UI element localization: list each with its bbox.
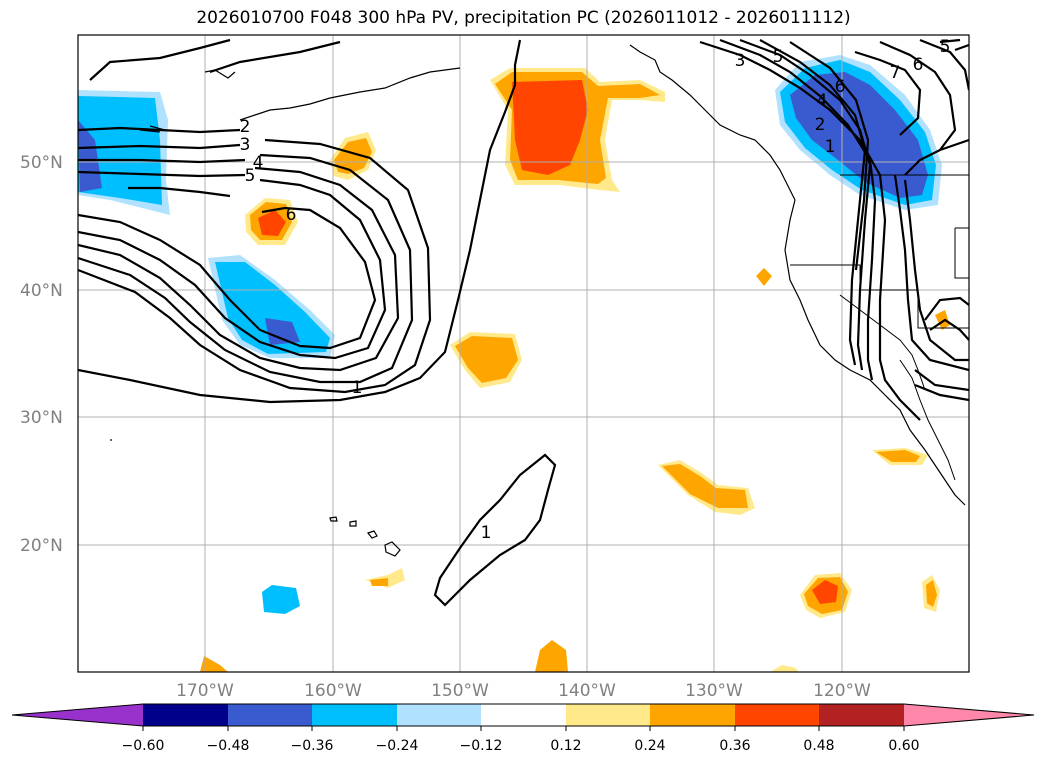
lon-label-130w: 130°W [685,681,743,701]
colorbar-tick-label: 0.60 [888,738,919,754]
contour-label: 5 [940,37,951,57]
precip-negative-core [78,120,102,192]
colorbar-segment [143,704,228,726]
colorbar-tick-label: −0.24 [376,738,419,754]
lat-label-50n: 50°N [20,153,63,173]
map-frame [77,34,970,673]
precip-positive-small [935,310,950,330]
colorbar-tick-label: 0.36 [719,738,750,754]
lon-label-120w: 120°W [813,681,871,701]
colorbar-tick-label: −0.48 [207,738,250,754]
colorbar: −0.60 −0.48 −0.36 −0.24 −0.12 0.12 0.24 … [11,703,1035,754]
colorbar-segment [566,704,650,726]
precip-positive-core [258,210,286,236]
pv-contour-labels: 2 3 4 5 6 1 1 3 5 4 2 1 6 7 6 5 [240,37,951,543]
precip-positive-small [200,656,228,672]
precip-positive-small [876,450,920,462]
precipitation-shading [78,55,950,672]
pv-contours [78,38,969,607]
precip-negative-small [262,585,300,614]
colorbar-extend-low [12,704,143,726]
lon-label-170w: 170°W [176,681,234,701]
colorbar-tick-label: 0.24 [634,738,665,754]
contour-label: 6 [835,77,846,97]
colorbar-segment [228,704,312,726]
precip-positive-small [662,464,748,508]
precip-positive-core [512,80,588,175]
precip-positive-small [535,640,568,672]
contour-label: 3 [735,51,746,71]
precip-positive-small [770,665,798,672]
lat-label-20n: 20°N [20,536,63,556]
latitude-labels: 50°N 40°N 30°N 20°N [20,153,63,556]
precip-positive-core [812,580,838,604]
precip-positive-small [370,578,388,586]
colorbar-segment [735,704,819,726]
contour-label: 1 [825,137,836,157]
colorbar-segment [481,704,566,726]
contour-label: 1 [481,523,492,543]
colorbar-ticks [142,726,905,731]
contour-label: 4 [817,91,828,111]
contour-label: 6 [286,205,297,225]
lat-label-30n: 30°N [20,408,63,428]
contour-label: 2 [815,115,826,135]
map-title: 2026010700 F048 300 hPa PV, precipitatio… [196,8,851,28]
precip-positive-small [756,268,772,286]
colorbar-segment [650,704,735,726]
contour-label: 3 [240,135,251,155]
contour-label: 1 [352,378,363,398]
longitude-labels: 170°W 160°W 150°W 140°W 130°W 120°W [176,681,871,701]
colorbar-segment [397,704,481,726]
contour-label: 4 [253,153,264,173]
contour-label: 5 [245,166,256,186]
precip-positive-small [926,580,937,607]
lon-label-150w: 150°W [431,681,489,701]
lat-label-40n: 40°N [20,281,63,301]
contour-label: 6 [913,55,924,75]
colorbar-tick-label: −0.12 [460,738,503,754]
colorbar-tick-label: −0.36 [291,738,334,754]
lon-label-140w: 140°W [558,681,616,701]
precip-positive-small [455,336,518,383]
precip-negative-core [265,318,300,345]
lon-label-160w: 160°W [304,681,362,701]
graticule [78,35,969,672]
colorbar-extend-high [904,704,1034,726]
precip-positive-small [334,138,372,174]
colorbar-segment [819,704,904,726]
contour-label: 7 [890,63,901,83]
colorbar-tick-label: 0.12 [550,738,581,754]
precip-negative-core [790,72,928,198]
contour-label: 5 [773,47,784,67]
colorbar-segment [312,704,397,726]
contour-label: 2 [240,117,251,137]
colorbar-tick-label: −0.60 [122,738,165,754]
colorbar-tick-label: 0.48 [803,738,834,754]
